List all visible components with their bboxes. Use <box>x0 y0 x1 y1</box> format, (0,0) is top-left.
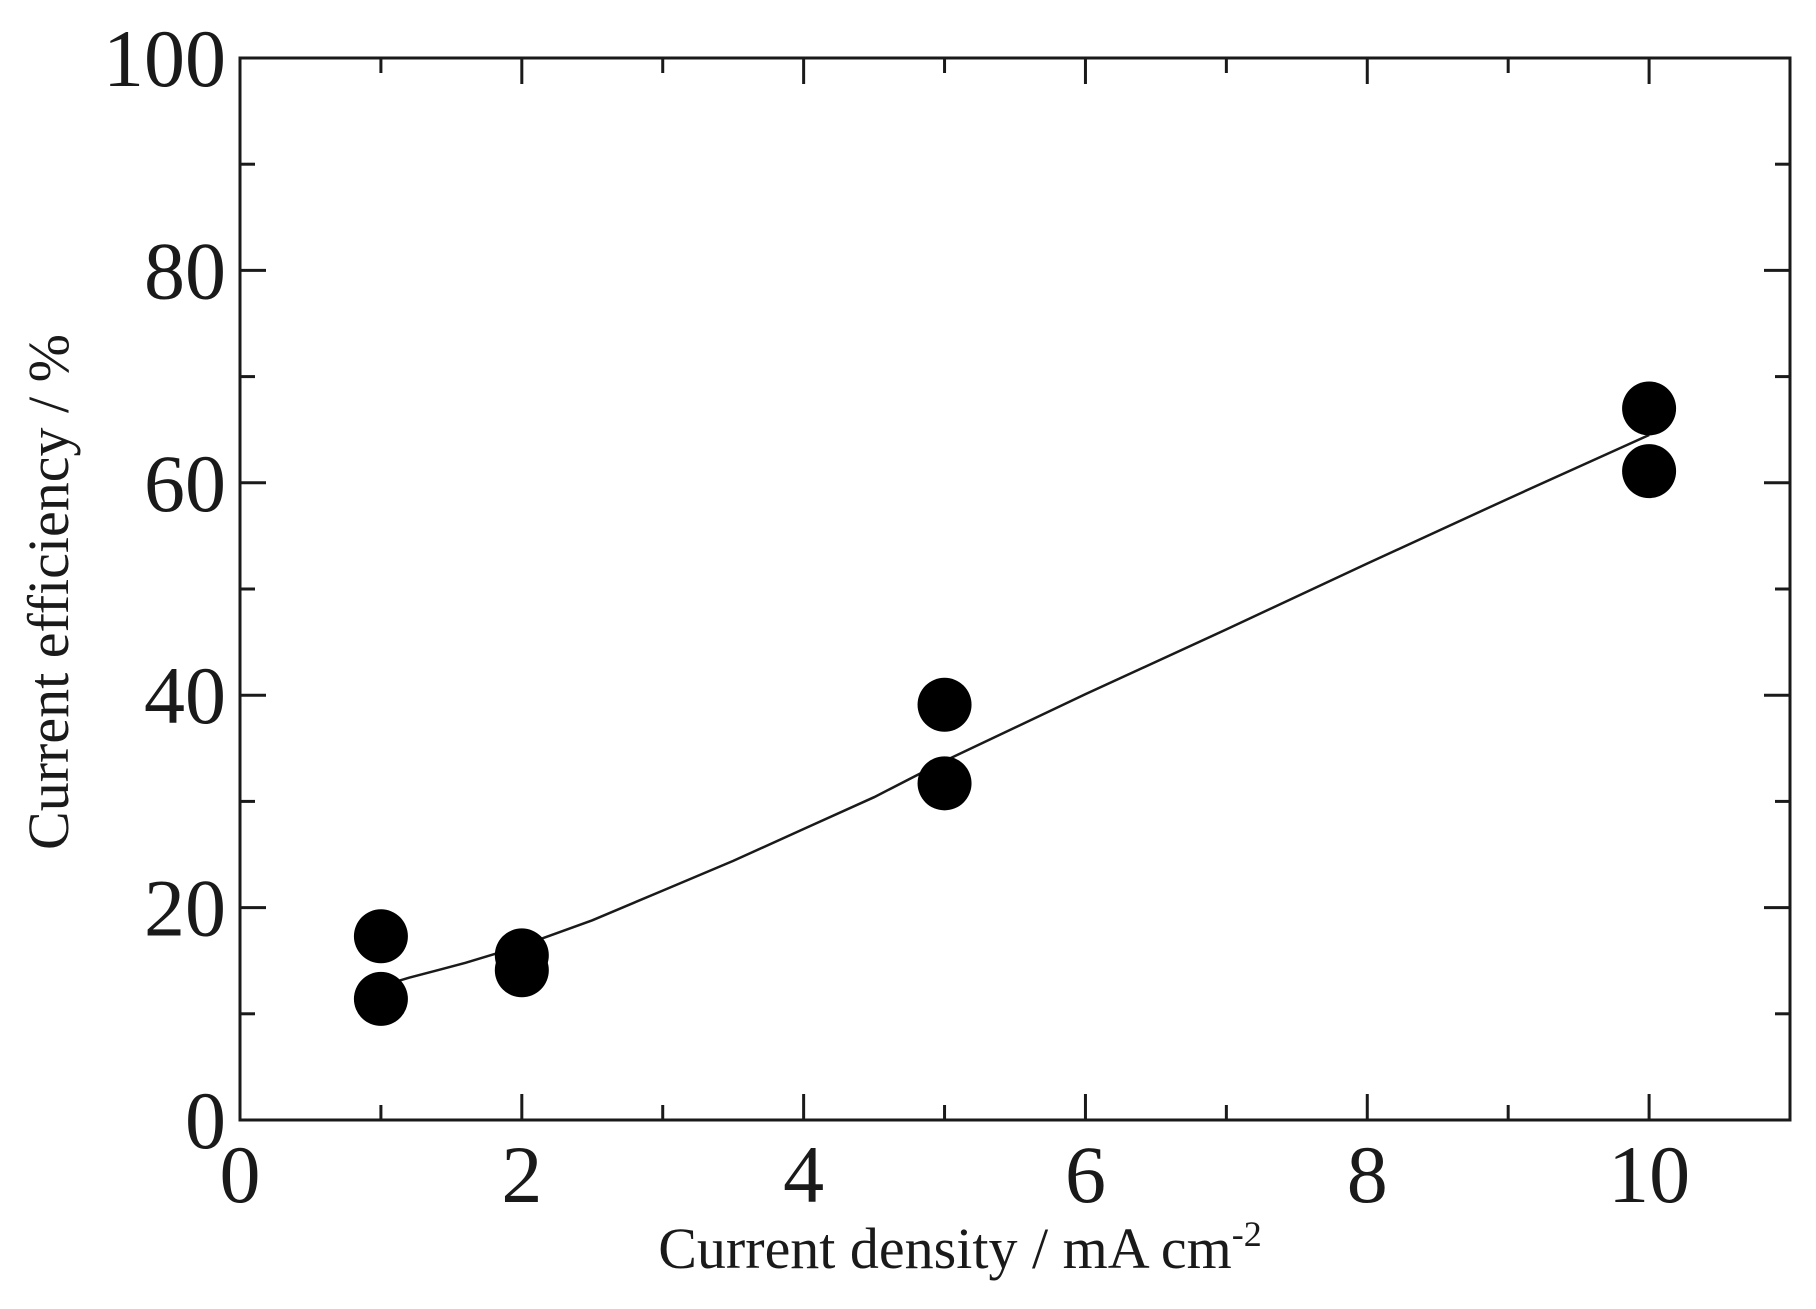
x-tick-label: 4 <box>783 1129 824 1220</box>
x-tick-label: 0 <box>220 1129 261 1220</box>
y-tick-label: 40 <box>144 650 226 741</box>
x-tick-labels: 0 2 4 6 8 10 <box>220 1129 1691 1220</box>
y-tick-label: 0 <box>185 1075 226 1166</box>
data-point <box>494 943 549 998</box>
data-point <box>1622 444 1677 499</box>
data-point <box>353 971 408 1026</box>
fit-curve <box>380 433 1650 988</box>
y-tick-label: 80 <box>144 225 226 316</box>
data-point <box>353 909 408 964</box>
data-point <box>917 677 972 732</box>
x-axis-title: Current density / mA cm-2 <box>658 1214 1262 1281</box>
y-tick-label: 20 <box>144 863 226 954</box>
x-tick-label: 6 <box>1065 1129 1106 1220</box>
x-tick-label: 2 <box>501 1129 542 1220</box>
x-axis-title-text: Current density / mA cm <box>658 1216 1232 1281</box>
data-point <box>1622 381 1677 436</box>
y-tick-label: 60 <box>144 438 226 529</box>
y-tick-label: 100 <box>103 13 226 104</box>
plot-frame <box>238 56 1792 1122</box>
x-axis-title-superscript: -2 <box>1232 1214 1262 1254</box>
y-axis-title: Current efficiency / % <box>16 334 81 850</box>
y-tick-labels: 0 20 40 60 80 100 <box>103 13 226 1166</box>
data-points <box>353 381 1677 1026</box>
x-tick-label: 10 <box>1608 1129 1690 1220</box>
data-point <box>917 756 972 811</box>
x-tick-label: 8 <box>1347 1129 1388 1220</box>
